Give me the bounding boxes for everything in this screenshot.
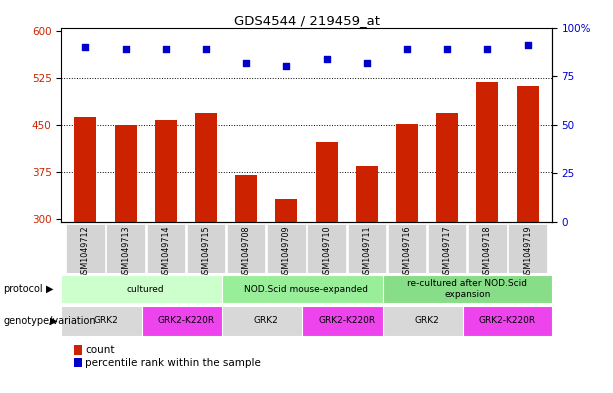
- Text: GSM1049711: GSM1049711: [362, 226, 371, 279]
- Bar: [356, 165, 378, 222]
- Text: GSM1049713: GSM1049713: [121, 226, 130, 279]
- Point: [322, 55, 332, 62]
- Bar: [316, 142, 338, 222]
- Bar: [222, 275, 391, 303]
- Point: [201, 46, 211, 52]
- Bar: [195, 114, 217, 222]
- Text: GSM1049715: GSM1049715: [202, 226, 210, 279]
- Point: [482, 46, 492, 52]
- Text: GRK2-K220R: GRK2-K220R: [479, 316, 536, 325]
- Bar: [154, 120, 177, 222]
- Point: [443, 46, 452, 52]
- Bar: [468, 224, 507, 273]
- Text: cultured: cultured: [127, 285, 164, 294]
- Point: [362, 59, 371, 66]
- Text: GSM1049712: GSM1049712: [81, 226, 90, 279]
- Bar: [348, 224, 386, 273]
- Bar: [66, 224, 105, 273]
- Text: genotype/variation: genotype/variation: [3, 316, 96, 326]
- Text: GSM1049717: GSM1049717: [443, 226, 452, 279]
- Bar: [302, 306, 391, 336]
- Bar: [396, 123, 418, 222]
- Bar: [383, 275, 552, 303]
- Text: GSM1049710: GSM1049710: [322, 226, 331, 279]
- Bar: [387, 224, 426, 273]
- Bar: [147, 224, 185, 273]
- Bar: [463, 306, 552, 336]
- Text: GSM1049708: GSM1049708: [242, 226, 251, 279]
- Text: GRK2-K220R: GRK2-K220R: [158, 316, 215, 325]
- Text: ▶: ▶: [50, 316, 58, 326]
- Bar: [187, 224, 226, 273]
- Text: protocol: protocol: [3, 284, 43, 294]
- Text: GRK2: GRK2: [415, 316, 440, 325]
- Text: GRK2: GRK2: [254, 316, 279, 325]
- Bar: [222, 306, 311, 336]
- Text: GDS4544 / 219459_at: GDS4544 / 219459_at: [234, 14, 379, 27]
- Point: [242, 59, 251, 66]
- Text: GSM1049718: GSM1049718: [483, 226, 492, 279]
- Bar: [106, 224, 145, 273]
- Text: count: count: [85, 345, 115, 355]
- Point: [80, 44, 90, 50]
- Bar: [227, 224, 265, 273]
- Point: [161, 46, 170, 52]
- Bar: [74, 117, 96, 222]
- Bar: [115, 125, 137, 222]
- Text: GSM1049716: GSM1049716: [403, 226, 411, 279]
- Bar: [383, 306, 471, 336]
- Text: percentile rank within the sample: percentile rank within the sample: [85, 358, 261, 368]
- Bar: [436, 114, 459, 222]
- Point: [523, 42, 533, 48]
- Text: GRK2-K220R: GRK2-K220R: [318, 316, 375, 325]
- Text: NOD.Scid mouse-expanded: NOD.Scid mouse-expanded: [245, 285, 368, 294]
- Text: GSM1049709: GSM1049709: [282, 226, 291, 279]
- Bar: [508, 224, 547, 273]
- Text: ▶: ▶: [46, 284, 53, 294]
- Text: GRK2: GRK2: [93, 316, 118, 325]
- Bar: [61, 275, 230, 303]
- Text: GSM1049719: GSM1049719: [523, 226, 532, 279]
- Point: [281, 63, 291, 70]
- Bar: [267, 224, 306, 273]
- Bar: [235, 175, 257, 222]
- Bar: [61, 306, 150, 336]
- Bar: [275, 199, 297, 222]
- Text: GSM1049714: GSM1049714: [161, 226, 170, 279]
- Point: [402, 46, 412, 52]
- Bar: [517, 86, 539, 222]
- Bar: [428, 224, 466, 273]
- Point: [121, 46, 131, 52]
- Bar: [476, 82, 498, 222]
- Bar: [142, 306, 230, 336]
- Bar: [307, 224, 346, 273]
- Text: re-cultured after NOD.Scid
expansion: re-cultured after NOD.Scid expansion: [407, 279, 527, 299]
